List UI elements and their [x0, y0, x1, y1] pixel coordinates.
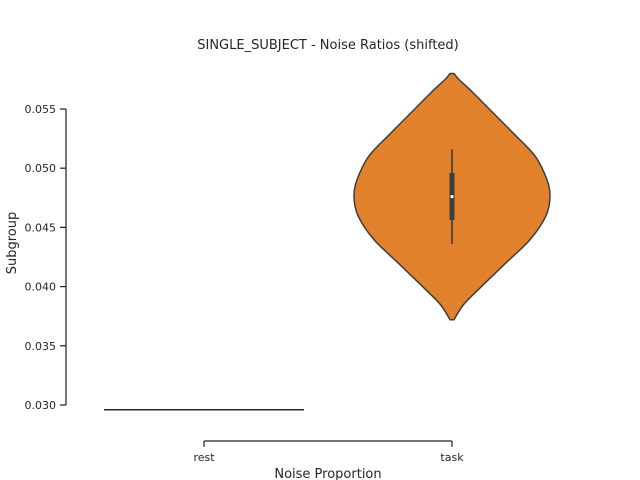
y-axis-label: Subgroup [5, 212, 20, 275]
y-tick-label: 0.045 [25, 221, 57, 234]
x-tick-label-task: task [440, 451, 464, 464]
chart-title: SINGLE_SUBJECT - Noise Ratios (shifted) [197, 38, 459, 53]
y-tick-label: 0.050 [25, 162, 57, 175]
x-axis-label: Noise Proportion [274, 467, 381, 480]
y-tick-label: 0.030 [25, 399, 57, 412]
y-ticks: 0.030 0.035 0.040 0.045 0.050 0.055 [25, 103, 66, 412]
plot-area [104, 72, 551, 411]
x-ticks: rest task [193, 441, 464, 464]
y-tick-label: 0.055 [25, 103, 57, 116]
y-tick-label: 0.035 [25, 340, 57, 353]
x-tick-label-rest: rest [193, 451, 215, 464]
y-tick-label: 0.040 [25, 281, 57, 294]
violin-task-median [450, 195, 454, 199]
